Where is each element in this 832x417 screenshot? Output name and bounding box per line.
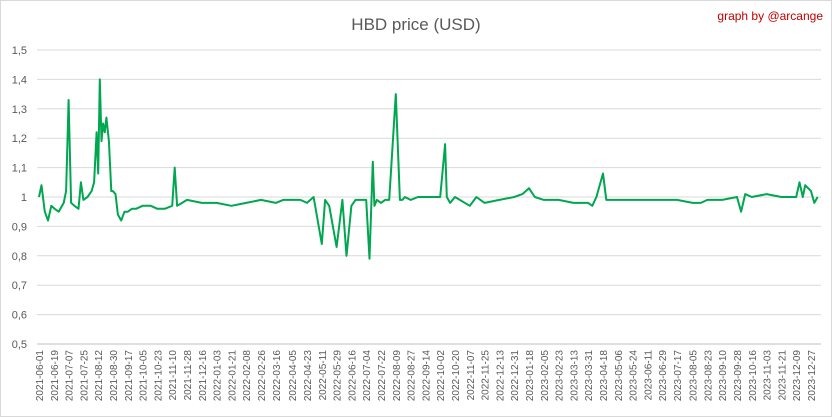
- x-tick-label: 2021-09-17: [124, 350, 135, 402]
- x-tick-label: 2021-07-07: [65, 350, 76, 402]
- x-tick-label: 2023-08-05: [689, 350, 700, 402]
- x-tick-label: 2022-06-16: [347, 350, 358, 402]
- x-tick-label: 2023-09-10: [718, 350, 729, 402]
- x-tick-label: 2021-06-19: [50, 350, 61, 402]
- x-tick-label: 2022-02-26: [257, 350, 268, 402]
- x-tick-label: 2023-05-06: [614, 350, 625, 402]
- y-tick-label: 1: [21, 192, 27, 204]
- x-tick-label: 2022-11-25: [481, 350, 492, 401]
- x-tick-label: 2022-05-11: [318, 350, 329, 401]
- y-tick-label: 0,5: [12, 339, 27, 351]
- x-tick-label: 2023-04-18: [599, 350, 610, 402]
- x-tick-label: 2023-03-13: [569, 350, 580, 402]
- x-tick-label: 2021-08-12: [94, 350, 105, 402]
- x-tick-label: 2021-11-10: [168, 350, 179, 401]
- chart-title: HBD price (USD): [351, 15, 480, 34]
- plot-area: [38, 78, 819, 260]
- x-tick-label: 2022-07-04: [362, 350, 373, 402]
- y-tick-label: 1,2: [12, 133, 27, 145]
- x-tick-label: 2022-05-29: [333, 350, 344, 402]
- x-tick-label: 2022-08-27: [407, 350, 418, 402]
- y-axis-ticks: 0,5 0,6 0,7 0,8 0,9 1 1,1 1,2 1,3 1,4 1,5: [12, 45, 27, 351]
- x-tick-label: 2023-11-21: [777, 350, 788, 401]
- y-tick-label: 0,8: [12, 251, 27, 263]
- x-tick-label: 2022-04-23: [303, 350, 314, 402]
- y-tick-label: 0,6: [12, 310, 27, 322]
- x-tick-label: 2022-03-16: [272, 350, 283, 402]
- y-tick-label: 1,3: [12, 104, 27, 116]
- x-tick-label: 2023-06-29: [658, 350, 669, 402]
- y-tick-label: 0,9: [12, 221, 27, 233]
- series-line: [38, 78, 819, 260]
- x-tick-label: 2022-12-31: [510, 350, 521, 402]
- x-tick-label: 2023-10-16: [748, 350, 759, 402]
- x-tick-label: 2022-07-22: [377, 350, 388, 402]
- y-tick-label: 1,4: [12, 74, 27, 86]
- x-tick-label: 2021-11-28: [183, 350, 194, 401]
- x-tick-label: 2023-12-27: [807, 350, 818, 402]
- x-tick-label: 2022-09-14: [421, 350, 432, 402]
- x-tick-label: 2021-07-25: [79, 350, 90, 402]
- x-tick-label: 2023-06-11: [643, 350, 654, 401]
- x-axis-ticks: 2021-06-01 2021-06-19 2021-07-07 2021-07-25…: [35, 350, 818, 402]
- y-tick-label: 0,7: [12, 280, 27, 292]
- x-tick-label: 2022-12-13: [495, 350, 506, 402]
- x-tick-label: 2022-02-08: [242, 350, 253, 402]
- y-tick-label: 1,5: [12, 45, 27, 57]
- y-tick-label: 1,1: [12, 163, 27, 175]
- x-tick-label: 2021-10-23: [153, 350, 164, 402]
- x-tick-label: 2022-10-20: [451, 350, 462, 402]
- x-tick-label: 2023-01-18: [525, 350, 536, 402]
- credit-label: graph by @arcange: [717, 9, 823, 23]
- x-tick-label: 2022-01-03: [213, 350, 224, 402]
- x-tick-label: 2022-11-07: [466, 350, 477, 401]
- x-tick-label: 2021-10-05: [139, 350, 150, 402]
- x-tick-label: 2023-03-31: [584, 350, 595, 402]
- x-tick-label: 2023-08-23: [703, 350, 714, 402]
- x-tick-label: 2021-08-30: [109, 350, 120, 402]
- x-tick-label: 2023-07-17: [673, 350, 684, 402]
- x-tick-label: 2023-02-23: [555, 350, 566, 402]
- x-tick-label: 2022-04-05: [288, 350, 299, 402]
- x-tick-label: 2023-02-05: [540, 350, 551, 402]
- x-tick-label: 2023-09-28: [733, 350, 744, 402]
- x-tick-label: 2021-06-01: [35, 350, 46, 402]
- x-tick-label: 2022-08-09: [392, 350, 403, 402]
- x-tick-label: 2023-05-24: [629, 350, 640, 402]
- x-tick-label: 2021-12-16: [198, 350, 209, 402]
- x-tick-label: 2022-01-21: [227, 350, 238, 402]
- x-tick-label: 2022-10-02: [436, 350, 447, 402]
- x-tick-label: 2023-11-03: [763, 350, 774, 401]
- x-tick-label: 2023-12-09: [792, 350, 803, 402]
